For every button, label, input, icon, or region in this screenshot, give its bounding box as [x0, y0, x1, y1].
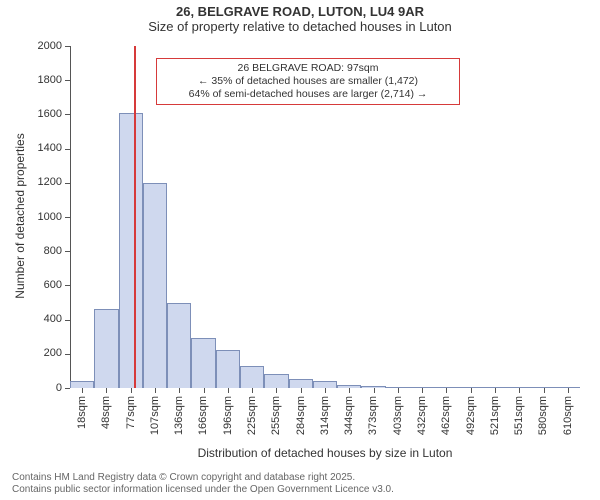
y-tick-label: 800 [44, 245, 62, 257]
y-tick-label: 1000 [38, 211, 62, 223]
x-tick [131, 388, 132, 393]
y-tick-label: 600 [44, 279, 62, 291]
x-tick [252, 388, 253, 393]
histogram-bar [289, 379, 313, 388]
histogram-bar [191, 338, 215, 388]
footer-line-1: Contains HM Land Registry data © Crown c… [12, 472, 394, 484]
x-tick [155, 388, 156, 393]
x-tick [471, 388, 472, 393]
histogram-bar [167, 303, 191, 389]
y-tick-label: 1200 [38, 176, 62, 188]
plot-area: 26 BELGRAVE ROAD: 97sqm← 35% of detached… [70, 46, 580, 388]
y-tick [65, 285, 70, 286]
y-axis-label: Number of detached properties [13, 116, 27, 316]
y-tick [65, 183, 70, 184]
reference-marker-line [134, 46, 136, 388]
x-axis-label: Distribution of detached houses by size … [70, 446, 580, 460]
footer-attribution: Contains HM Land Registry data © Crown c… [12, 472, 394, 496]
y-tick [65, 46, 70, 47]
y-tick [65, 354, 70, 355]
x-tick [325, 388, 326, 393]
y-tick-label: 1600 [38, 108, 62, 120]
y-tick [65, 149, 70, 150]
x-tick [544, 388, 545, 393]
x-tick [374, 388, 375, 393]
histogram-bar [216, 350, 240, 388]
histogram-bar [143, 183, 167, 388]
annotation-box: 26 BELGRAVE ROAD: 97sqm← 35% of detached… [156, 58, 460, 105]
y-tick [65, 388, 70, 389]
x-tick [495, 388, 496, 393]
histogram-bar [264, 374, 288, 388]
y-tick [65, 217, 70, 218]
histogram-bar [70, 381, 94, 388]
x-tick [301, 388, 302, 393]
x-tick [446, 388, 447, 393]
y-tick [65, 80, 70, 81]
annotation-line: ← 35% of detached houses are smaller (1,… [163, 75, 453, 88]
x-tick [422, 388, 423, 393]
x-tick [276, 388, 277, 393]
y-tick [65, 251, 70, 252]
y-tick [65, 320, 70, 321]
y-tick-label: 0 [56, 382, 62, 394]
y-tick-label: 400 [44, 313, 62, 325]
x-tick [228, 388, 229, 393]
histogram-bar [119, 113, 143, 388]
histogram-bar [240, 366, 264, 388]
x-tick [519, 388, 520, 393]
histogram-bar [94, 309, 118, 388]
histogram-bar [313, 381, 337, 388]
annotation-line: 64% of semi-detached houses are larger (… [163, 88, 453, 101]
annotation-line: 26 BELGRAVE ROAD: 97sqm [163, 62, 453, 75]
y-tick-label: 200 [44, 347, 62, 359]
x-tick [82, 388, 83, 393]
x-tick [349, 388, 350, 393]
x-tick [568, 388, 569, 393]
y-tick-label: 2000 [38, 40, 62, 52]
y-tick [65, 114, 70, 115]
x-tick [106, 388, 107, 393]
chart-subtitle: Size of property relative to detached ho… [0, 19, 600, 34]
x-tick [204, 388, 205, 393]
y-tick-label: 1400 [38, 142, 62, 154]
x-tick [179, 388, 180, 393]
x-tick [398, 388, 399, 393]
footer-line-2: Contains public sector information licen… [12, 484, 394, 496]
y-tick-label: 1800 [38, 74, 62, 86]
chart-title: 26, BELGRAVE ROAD, LUTON, LU4 9AR [0, 4, 600, 19]
y-axis-line [70, 46, 71, 388]
